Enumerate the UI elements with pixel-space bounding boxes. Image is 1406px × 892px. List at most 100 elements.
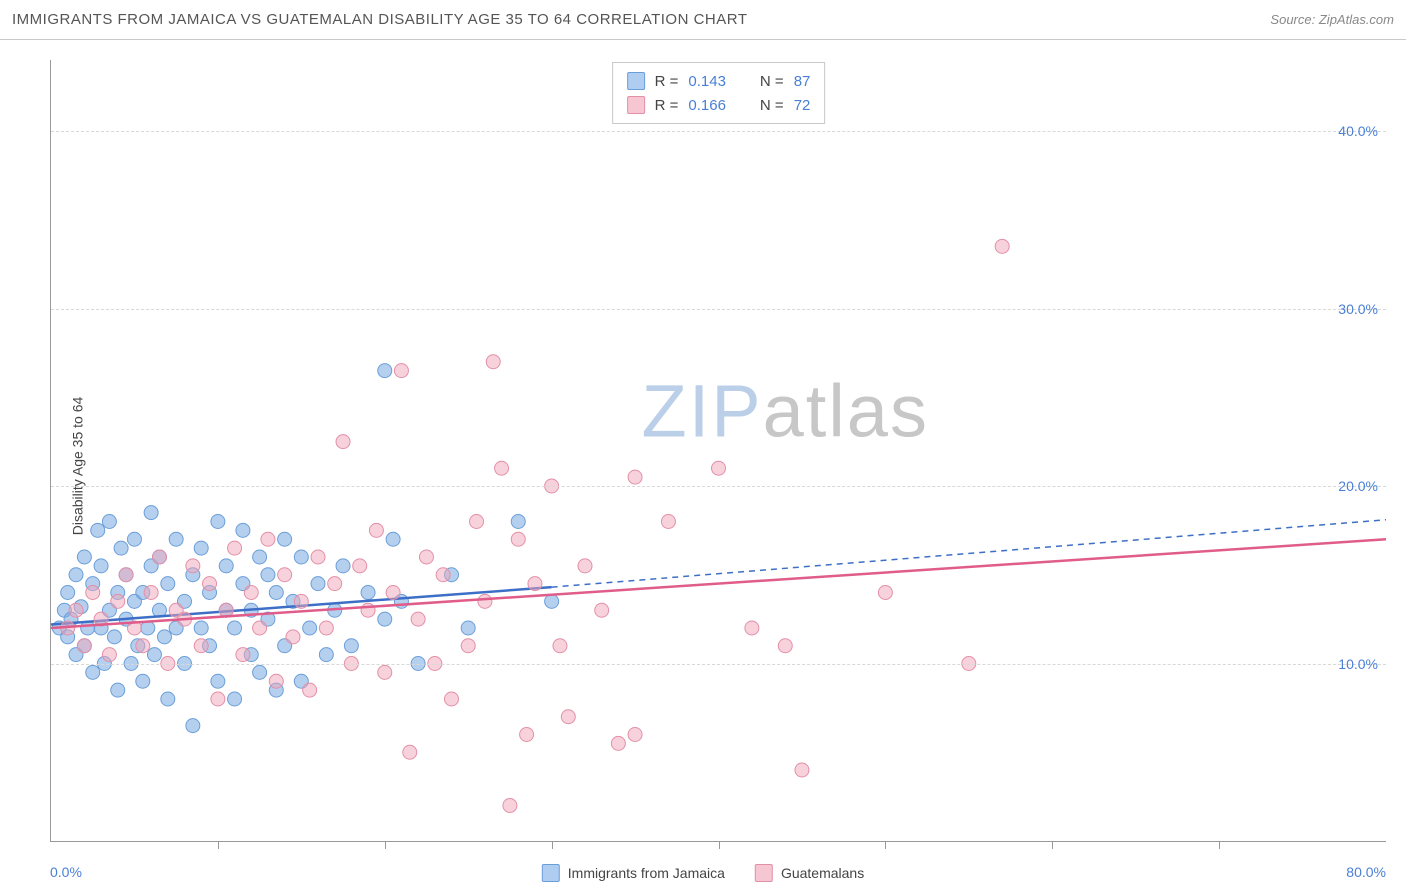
data-point-guatemalans [378,665,392,679]
data-point-guatemalans [486,355,500,369]
stats-row: R =0.143N =87 [627,69,811,93]
correlation-stats-box: R =0.143N =87 R = 0.166 N = 72 [612,62,826,124]
data-point-guatemalans [278,568,292,582]
data-point-guatemalans [745,621,759,635]
x-tick [552,841,553,849]
data-point-jamaica [311,577,325,591]
data-point-guatemalans [194,639,208,653]
legend-item: Immigrants from Jamaica [542,864,725,882]
data-point-jamaica [61,586,75,600]
data-point-jamaica [461,621,475,635]
data-point-jamaica [261,568,275,582]
data-point-guatemalans [528,577,542,591]
data-point-guatemalans [369,523,383,537]
data-point-jamaica [361,586,375,600]
legend: Immigrants from Jamaica Guatemalans [542,864,864,882]
legend-label: Guatemalans [781,865,864,881]
data-point-jamaica [511,515,525,529]
data-point-jamaica [136,674,150,688]
data-point-guatemalans [253,621,267,635]
x-tick [218,841,219,849]
data-point-jamaica [86,665,100,679]
data-point-guatemalans [269,674,283,688]
data-point-guatemalans [403,745,417,759]
data-point-jamaica [111,683,125,697]
data-point-guatemalans [336,435,350,449]
trendline-guatemalans [51,539,1386,628]
legend-label: Immigrants from Jamaica [568,865,725,881]
chart-title: IMMIGRANTS FROM JAMAICA VS GUATEMALAN DI… [12,11,747,28]
data-point-jamaica [94,559,108,573]
x-tick [1052,841,1053,849]
data-point-jamaica [545,594,559,608]
data-point-guatemalans [778,639,792,653]
plot-container: Disability Age 35 to 64 ZIPatlas R =0.14… [0,40,1406,892]
data-point-guatemalans [628,470,642,484]
data-point-guatemalans [294,594,308,608]
data-point-guatemalans [319,621,333,635]
data-point-guatemalans [86,586,100,600]
data-point-guatemalans [102,648,116,662]
data-point-jamaica [161,692,175,706]
data-point-jamaica [114,541,128,555]
data-point-guatemalans [461,639,475,653]
data-point-guatemalans [69,603,83,617]
data-point-guatemalans [495,461,509,475]
data-point-guatemalans [628,728,642,742]
data-point-jamaica [161,577,175,591]
stats-n-label: N = [760,97,784,114]
source-attribution: Source: ZipAtlas.com [1270,12,1394,27]
data-point-jamaica [253,665,267,679]
data-point-guatemalans [394,364,408,378]
data-point-guatemalans [445,692,459,706]
data-point-guatemalans [236,648,250,662]
data-point-jamaica [236,523,250,537]
data-point-guatemalans [136,639,150,653]
plot-area: ZIPatlas R =0.143N =87R =0.166N =72 10.0… [50,60,1386,842]
data-point-jamaica [69,568,83,582]
stats-n-label: N = [760,73,784,90]
data-point-guatemalans [203,577,217,591]
x-axis-max-label: 80.0% [1346,864,1386,880]
data-point-jamaica [107,630,121,644]
gridline-h [51,309,1386,310]
stats-r-label: R = [655,97,679,114]
data-point-jamaica [253,550,267,564]
data-point-guatemalans [411,612,425,626]
data-point-guatemalans [77,639,91,653]
data-point-guatemalans [286,630,300,644]
legend-item: Guatemalans [755,864,864,882]
data-point-guatemalans [436,568,450,582]
data-point-guatemalans [111,594,125,608]
data-point-guatemalans [795,763,809,777]
legend-swatch [755,864,773,882]
scatter-svg [51,60,1386,841]
data-point-jamaica [194,621,208,635]
data-point-guatemalans [503,799,517,813]
data-point-guatemalans [553,639,567,653]
gridline-h [51,131,1386,132]
data-point-jamaica [344,639,358,653]
data-point-guatemalans [595,603,609,617]
data-point-guatemalans [661,515,675,529]
data-point-guatemalans [995,239,1009,253]
stats-r-value: 0.166 [688,97,726,114]
data-point-jamaica [127,532,141,546]
stats-row: R = 0.166 N = 72 [627,93,811,117]
data-point-guatemalans [611,736,625,750]
data-point-jamaica [186,719,200,733]
x-tick [719,841,720,849]
data-point-guatemalans [144,586,158,600]
data-point-jamaica [211,515,225,529]
title-bar: IMMIGRANTS FROM JAMAICA VS GUATEMALAN DI… [0,0,1406,40]
data-point-guatemalans [470,515,484,529]
data-point-guatemalans [478,594,492,608]
data-point-jamaica [194,541,208,555]
data-point-guatemalans [578,559,592,573]
data-point-guatemalans [520,728,534,742]
data-point-guatemalans [211,692,225,706]
stats-n-value: 72 [794,97,811,114]
data-point-guatemalans [328,577,342,591]
data-point-jamaica [303,621,317,635]
data-point-jamaica [269,586,283,600]
